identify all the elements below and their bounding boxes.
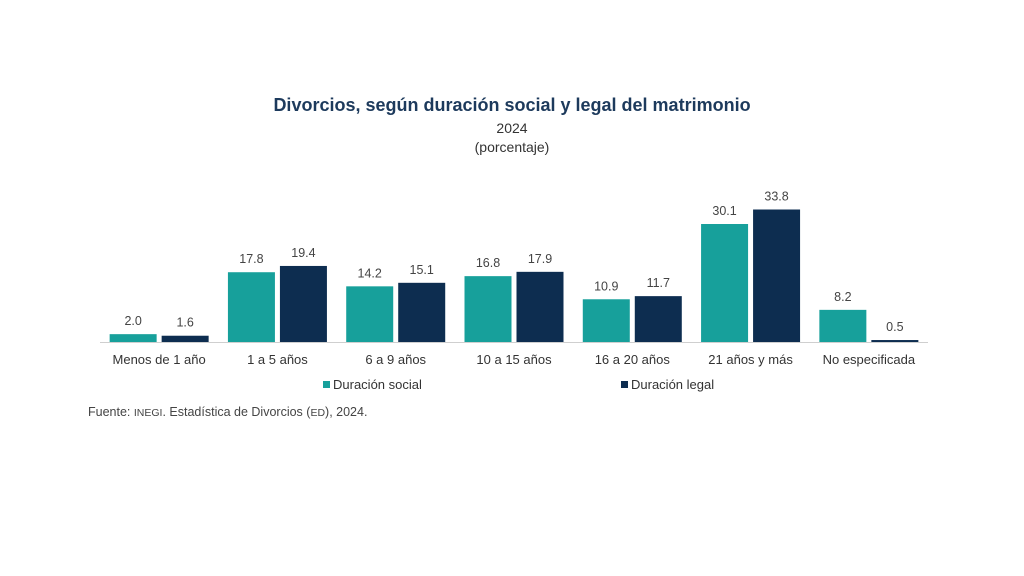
data-label-social-4: 16.8 (476, 256, 500, 270)
data-label-legal-2: 19.4 (291, 246, 315, 260)
bar-legal-1 (161, 335, 209, 342)
data-label-legal-6: 33.8 (764, 190, 788, 204)
x-tick-label-3: 6 a 9 años (365, 352, 426, 367)
data-label-social-3: 14.2 (358, 266, 382, 280)
data-label-social-6: 30.1 (712, 204, 736, 218)
source-text-after: ), 2024. (325, 405, 368, 419)
source-prefix: Fuente: (88, 405, 134, 419)
x-tick-label-2: 1 a 5 años (247, 352, 308, 367)
data-label-legal-1: 1.6 (176, 316, 193, 330)
source-abbr: ED (310, 407, 326, 419)
x-tick-label-6: 21 años y más (708, 352, 793, 367)
data-label-social-1: 2.0 (124, 314, 141, 328)
data-label-legal-5: 11.7 (647, 276, 670, 290)
source-text-before: . Estadística de Divorcios ( (162, 405, 311, 419)
legend-swatch-social (323, 381, 330, 388)
x-tick-label-7: No especificada (823, 352, 916, 367)
chart-title: Divorcios, según duración social y legal… (273, 95, 751, 115)
source-note: Fuente: INEGI. Estadística de Divorcios … (88, 405, 367, 419)
bar-social-2 (227, 272, 275, 342)
bar-social-6 (701, 224, 749, 342)
source-org: INEGI (133, 407, 163, 419)
bar-legal-2 (279, 265, 327, 342)
x-tick-label-1: Menos de 1 año (113, 352, 206, 367)
bar-legal-4 (516, 271, 564, 342)
x-tick-label-5: 16 a 20 años (595, 352, 671, 367)
data-label-social-7: 8.2 (834, 290, 851, 304)
bar-legal-3 (398, 282, 446, 342)
chart-subtitle-year: 2024 (496, 120, 528, 136)
legend-label-social: Duración social (333, 377, 422, 392)
legend-label-legal: Duración legal (631, 377, 714, 392)
bar-legal-6 (753, 209, 801, 342)
data-label-legal-7: 0.5 (886, 320, 903, 334)
bar-social-3 (346, 286, 394, 342)
bar-social-5 (582, 299, 630, 342)
legend-swatch-legal (621, 381, 628, 388)
bar-legal-5 (634, 296, 682, 342)
data-label-social-5: 10.9 (594, 279, 618, 293)
bar-social-4 (464, 276, 512, 342)
data-label-legal-4: 17.9 (528, 252, 552, 266)
chart-unit-label: (porcentaje) (474, 139, 550, 155)
bar-legal-7 (871, 340, 919, 342)
bar-social-7 (819, 309, 867, 342)
data-label-legal-3: 15.1 (410, 263, 434, 277)
data-label-social-2: 17.8 (239, 252, 263, 266)
x-tick-label-4: 10 a 15 años (476, 352, 552, 367)
bar-social-1 (109, 334, 157, 342)
